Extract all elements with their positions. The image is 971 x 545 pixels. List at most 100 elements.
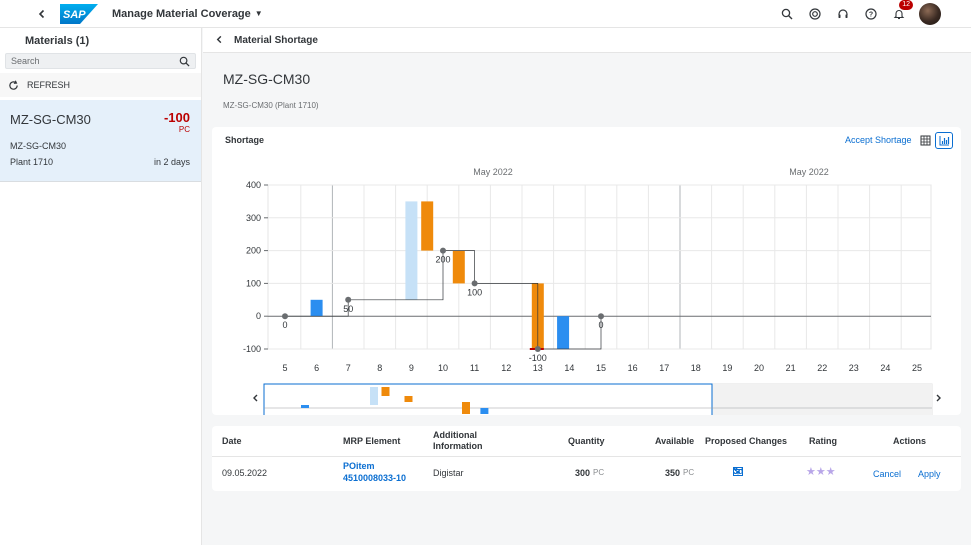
refresh-label: REFRESH [27,80,71,90]
y-tick-label: 400 [246,180,261,190]
header-proposed-changes: Proposed Changes [705,436,788,446]
overview-bar [370,387,378,405]
header-date: Date [222,436,242,446]
x-tick-label: 5 [282,363,287,373]
notifications-button[interactable]: 12 [891,0,913,22]
x-tick-label: 14 [564,363,574,373]
coverage-line [285,250,602,350]
overview-window [263,383,713,415]
data-label: 50 [343,304,353,314]
x-tick-label: 21 [786,363,796,373]
coverage-point [440,247,446,254]
list-item[interactable]: MZ-SG-CM30 -100 PC MZ-SG-CM30 Plant 1710… [0,100,201,182]
table-row[interactable]: 09.05.2022 POitem 4510008033-10 Digistar… [212,457,961,489]
header-quantity: Quantity [568,436,605,446]
rating-stars[interactable]: ★★★ [806,466,836,478]
svg-text:?: ? [869,12,873,19]
search-icon[interactable] [779,6,795,22]
header-rating: Rating [809,436,837,446]
x-tick-label: 7 [346,363,351,373]
mrp-element-number-link[interactable]: 4510008033-10 [343,473,407,483]
bar-chart-icon [939,136,949,146]
month-label: May 2022 [473,167,513,177]
sap-logo-icon[interactable]: SAP [60,3,98,24]
object-header: MZ-SG-CM30 MZ-SG-CM30 (Plant 1710) [203,53,971,126]
search-icon[interactable] [179,56,190,67]
coverage-point [598,313,604,320]
avatar[interactable] [919,3,941,25]
x-tick-label: 13 [533,363,543,373]
shell-bar: SAP Manage Material Coverage ▼ ? 12 [0,0,971,28]
x-tick-label: 17 [659,363,669,373]
header-additional-info-2: Information [433,441,483,451]
search-field[interactable] [5,53,196,69]
list-item-subtitle: MZ-SG-CM30 [10,141,66,151]
overview-bar [462,402,470,414]
y-tick-label: 300 [246,213,261,223]
coverage-point [534,346,541,352]
chart-bar [405,201,418,300]
proposed-change-label: 3d [733,466,744,476]
proposed-change-button[interactable]: 3d [733,466,744,476]
data-label: 200 [435,255,450,265]
overview-next-chevron-right-icon[interactable] [936,394,941,402]
list-item-title: MZ-SG-CM30 [10,112,91,127]
header-actions: Actions [893,436,927,446]
detail-page: Material Shortage MZ-SG-CM30 MZ-SG-CM30 … [203,28,971,545]
x-tick-label: 16 [628,363,638,373]
data-label: 0 [598,320,603,330]
calendar-add-icon [733,467,743,476]
list-item-number: -100 [163,110,190,125]
coverage-point [345,296,352,303]
search-input[interactable] [11,56,161,66]
y-tick-label: 0 [256,311,261,321]
nav-back-button[interactable] [215,33,224,47]
cancel-button[interactable]: Cancel [873,469,902,479]
accept-shortage-link[interactable]: Accept Shortage [845,135,912,145]
coverage-point [471,280,478,287]
bell-icon [893,10,905,20]
apply-button[interactable]: Apply [918,469,941,479]
cell-quantity-unit: PC [593,468,605,477]
month-label: May 2022 [789,167,829,177]
chart-card: Shortage Accept Shortage 400 300 200 100 0 -1… [212,127,961,415]
help-icon[interactable]: ? [863,6,879,22]
header-available: Available [655,436,695,446]
overview-bar [480,408,489,414]
data-label: 0 [282,320,287,330]
overview-outside-window [712,384,932,415]
headset-icon[interactable] [835,6,851,22]
data-label: -100 [529,353,547,363]
x-tick-label: 12 [501,363,511,373]
x-tick-label: 24 [880,363,890,373]
x-tick-label: 19 [722,363,732,373]
x-tick-label: 25 [912,363,922,373]
list-item-when: in 2 days [153,157,190,167]
chart-view-button[interactable] [935,132,953,149]
copilot-icon[interactable] [807,6,823,22]
y-tick-label: -100 [243,344,261,354]
x-tick-label: 9 [409,363,414,373]
chart-bar [310,299,323,317]
x-tick-label: 6 [314,363,319,373]
mrp-table: Date MRP Element Additional Information … [212,426,961,491]
overview-prev-chevron-left-icon[interactable] [253,394,258,402]
cell-quantity: 300 [575,468,591,478]
mrp-element-link[interactable]: POitem [343,461,375,471]
chart-bar [421,201,434,251]
master-title: Materials (1) [25,34,90,47]
table-view-button[interactable] [916,132,934,149]
table-icon [920,135,930,146]
x-tick-label: 8 [377,363,382,373]
chart-bar [557,316,570,349]
x-tick-label: 23 [849,363,859,373]
x-tick-label: 10 [438,363,448,373]
refresh-button[interactable]: REFRESH [0,73,201,97]
cell-available-unit: PC [683,468,695,477]
app-title-menu[interactable]: Manage Material Coverage ▼ [112,8,263,20]
table-header: Date MRP Element Additional Information … [212,426,961,457]
caret-down-icon: ▼ [254,9,263,18]
chart-card-title: Shortage [225,135,265,145]
back-button[interactable] [30,2,54,26]
